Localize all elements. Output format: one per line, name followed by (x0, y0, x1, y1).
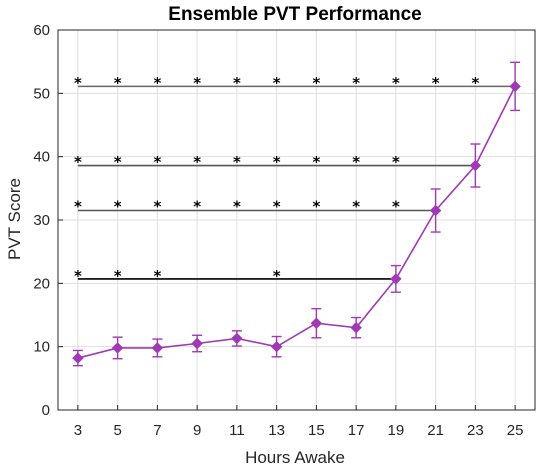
data-point (310, 317, 323, 329)
x-tick-label: 7 (153, 422, 161, 439)
significance-star: * (352, 198, 360, 216)
significance-star: * (74, 74, 82, 92)
significance-star: * (74, 153, 82, 171)
significance-star: * (193, 198, 201, 216)
significance-star: * (233, 198, 241, 216)
significance-star: * (312, 74, 320, 92)
y-tick-label: 20 (33, 275, 50, 292)
significance-star: * (273, 153, 281, 171)
significance-star: * (273, 74, 281, 92)
data-point (231, 332, 243, 345)
x-tick-label: 17 (348, 422, 365, 439)
significance-star: * (312, 198, 320, 216)
significance-star: * (153, 198, 161, 216)
significance-star: * (153, 153, 161, 171)
x-tick-label: 13 (268, 422, 285, 439)
y-tick-label: 30 (33, 212, 50, 229)
significance-star: * (352, 153, 360, 171)
data-point (72, 352, 84, 364)
significance-star: * (193, 74, 201, 92)
data-point (350, 321, 362, 334)
x-tick-label: 19 (388, 422, 405, 439)
significance-star: * (273, 267, 281, 285)
significance-star: * (392, 74, 400, 92)
significance-markers: * * * * * * * * * * * * * * * * * * * * * * * * * * * * * * * * * (74, 74, 516, 285)
data-point (469, 159, 482, 172)
significance-star: * (392, 198, 400, 216)
data-point (270, 340, 283, 353)
significance-star: * (114, 74, 122, 92)
series-line (77, 86, 516, 359)
x-tick-label: 25 (507, 422, 524, 439)
significance-star: * (114, 198, 122, 216)
y-tick-label: 50 (33, 85, 50, 102)
significance-star: * (153, 267, 161, 285)
significance-star: * (432, 74, 440, 92)
y-tick-label: 0 (42, 402, 50, 419)
y-tick-label: 40 (33, 149, 50, 166)
significance-star: * (193, 153, 201, 171)
data-point (509, 80, 521, 93)
data-point (390, 273, 402, 285)
x-axis-label: Hours Awake (245, 448, 345, 467)
significance-star: * (74, 267, 82, 285)
x-tick-label: 9 (193, 422, 201, 439)
x-tick-label: 11 (229, 422, 245, 439)
axes: 3 5 7 9 11 13 15 17 19 21 23 25 0 10 20 30 40 50 60 (33, 22, 536, 439)
significance-star: * (233, 153, 241, 171)
significance-star: * (471, 74, 479, 92)
significance-star: * (392, 153, 400, 171)
significance-star: * (312, 153, 320, 171)
x-tick-label: 5 (113, 422, 121, 439)
significance-star: * (352, 74, 360, 92)
series-layer (72, 61, 521, 367)
data-point (429, 204, 442, 217)
data-point (191, 337, 203, 350)
significance-star: * (114, 153, 122, 171)
data-point (151, 342, 164, 354)
significance-star: * (153, 74, 161, 92)
y-tick-label: 60 (33, 22, 50, 39)
data-point (111, 342, 124, 354)
significance-star: * (114, 267, 122, 285)
x-tick-label: 23 (467, 422, 484, 439)
x-tick-label: 21 (427, 422, 444, 439)
chart-title: Ensemble PVT Performance (168, 4, 421, 25)
y-tick-label: 10 (33, 339, 50, 356)
x-tick-label: 3 (74, 422, 82, 439)
significance-star: * (233, 74, 241, 92)
y-axis-label: PVT Score (5, 178, 24, 260)
significance-star: * (273, 198, 281, 216)
x-tick-label: 15 (308, 422, 325, 439)
significance-star: * (74, 198, 82, 216)
